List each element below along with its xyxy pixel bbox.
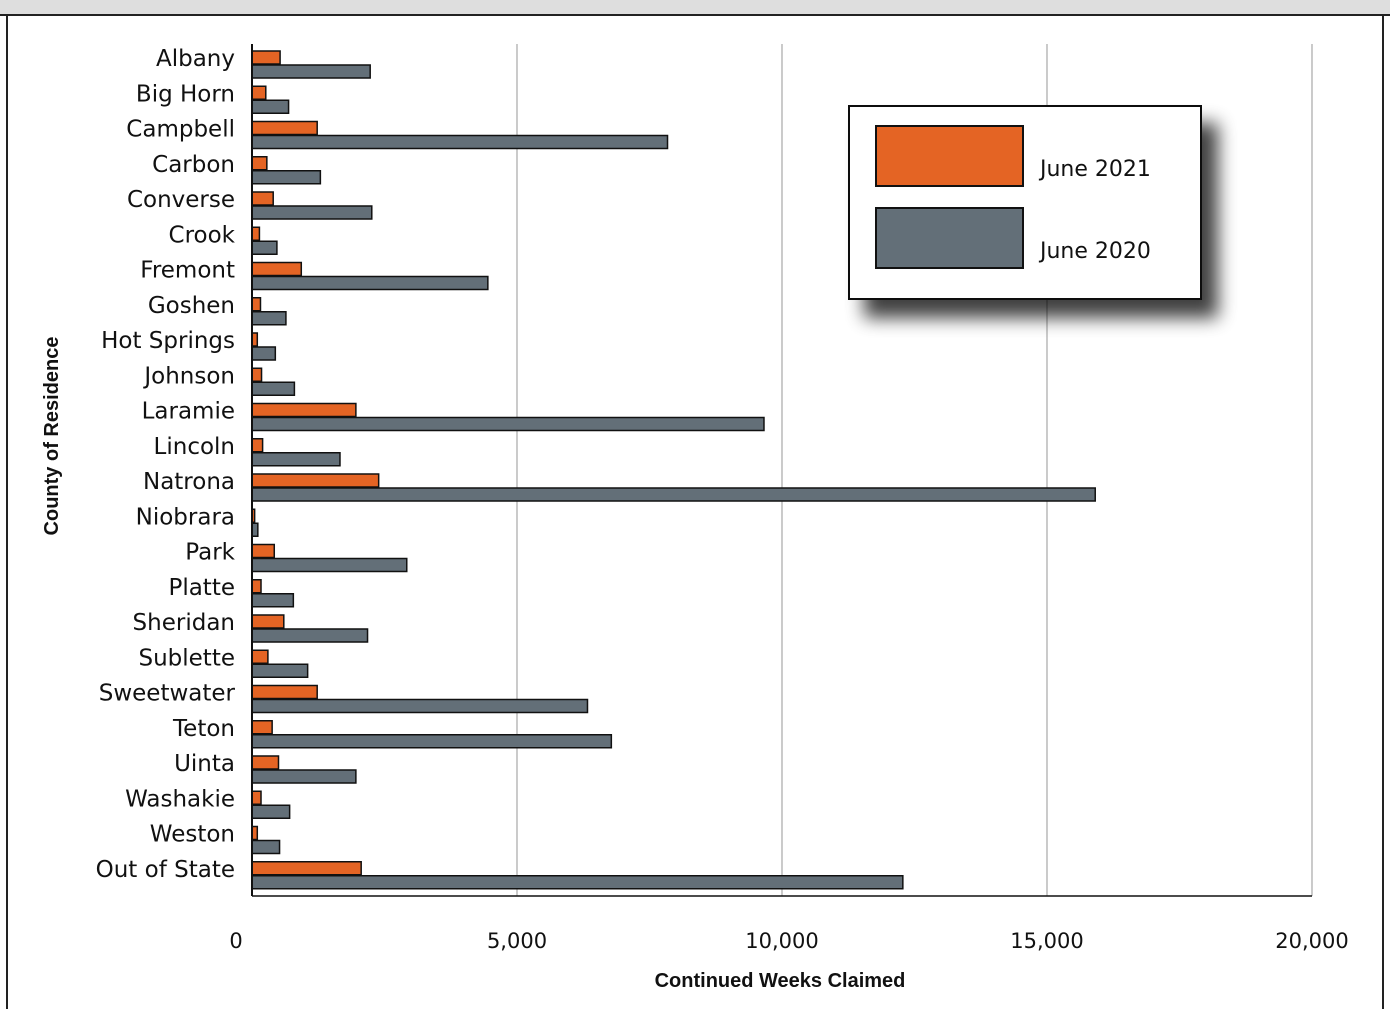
category-label-lincoln: Lincoln (154, 434, 235, 460)
bar-june-2020-hot-springs (251, 346, 277, 361)
bar-june-2020-big-horn (251, 99, 290, 114)
legend-swatch-june-2020 (875, 207, 1024, 269)
bar-june-2020-carbon (251, 170, 322, 185)
bar-june-2020-washakie (251, 804, 291, 819)
category-label-big-horn: Big Horn (136, 81, 235, 107)
category-label-converse: Converse (127, 187, 235, 213)
x-tick-label-3: 15,000 (1010, 929, 1083, 953)
category-label-johnson: Johnson (142, 363, 235, 389)
bar-june-2020-goshen (251, 311, 287, 326)
bar-june-2020-weston (251, 839, 281, 855)
bar-june-2021-converse (251, 191, 274, 206)
bars (251, 50, 1096, 890)
bar-june-2021-natrona (251, 473, 380, 488)
category-label-washakie: Washakie (125, 786, 235, 812)
category-label-uinta: Uinta (174, 751, 235, 777)
x-tick-label-0: 0 (229, 929, 242, 953)
bar-june-2020-johnson (251, 381, 296, 396)
x-tick-label-1: 5,000 (487, 929, 547, 953)
category-label-hot-springs: Hot Springs (101, 328, 235, 354)
bar-june-2021-lincoln (251, 438, 264, 453)
bar-june-2021-laramie (251, 402, 357, 418)
category-label-carbon: Carbon (152, 152, 235, 178)
category-labels: Albany Big Horn Campbell Carbon Converse Croo… (96, 46, 236, 883)
legend-swatch-june-2021 (875, 125, 1024, 187)
bar-june-2021-teton (251, 720, 273, 735)
bar-june-2020-converse (251, 205, 373, 220)
x-axis-title: Continued Weeks Claimed (655, 970, 906, 992)
bar-june-2020-campbell (251, 134, 669, 150)
bar-june-2020-out-of-state (251, 875, 904, 890)
category-label-sweetwater: Sweetwater (99, 681, 236, 707)
bar-june-2021-crook (251, 226, 261, 241)
x-tick-labels: 0 5,000 10,000 15,000 20,000 (229, 929, 1348, 953)
bar-june-2021-sheridan (251, 614, 285, 629)
y-axis-title: County of Residence (41, 337, 63, 536)
category-label-weston: Weston (150, 822, 235, 848)
bar-june-2020-albany (251, 64, 371, 79)
bar-june-2020-sheridan (251, 628, 369, 643)
bar-june-2021-platte (251, 579, 262, 594)
x-tick-label-2: 10,000 (745, 929, 818, 953)
bar-june-2021-campbell (251, 120, 318, 136)
bar-june-2020-sublette (251, 663, 309, 678)
bar-june-2021-fremont (251, 261, 303, 277)
bar-june-2021-carbon (251, 156, 268, 171)
x-tick-label-4: 20,000 (1275, 929, 1348, 953)
category-label-sheridan: Sheridan (133, 610, 235, 636)
category-label-park: Park (185, 540, 235, 566)
category-label-niobrara: Niobrara (136, 504, 235, 530)
bar-june-2021-johnson (251, 367, 263, 382)
category-label-fremont: Fremont (140, 258, 235, 284)
legend-label-june-2021: June 2021 (1038, 157, 1151, 182)
category-label-albany: Albany (156, 46, 235, 72)
bar-june-2020-uinta (251, 769, 357, 784)
category-label-goshen: Goshen (148, 293, 235, 319)
legend-label-june-2020: June 2020 (1038, 239, 1151, 264)
bar-june-2021-uinta (251, 755, 280, 770)
bar-june-2020-platte (251, 593, 295, 608)
category-label-natrona: Natrona (143, 469, 235, 495)
category-label-out-of-state: Out of State (96, 857, 235, 883)
bar-june-2020-laramie (251, 416, 765, 432)
bar-june-2021-albany (251, 50, 281, 65)
bar-june-2021-sublette (251, 649, 269, 664)
category-label-crook: Crook (169, 222, 236, 248)
category-label-platte: Platte (168, 575, 235, 601)
category-label-laramie: Laramie (142, 399, 235, 425)
category-label-sublette: Sublette (138, 645, 235, 671)
bar-june-2021-out-of-state (251, 861, 362, 876)
bar-june-2020-sweetwater (251, 698, 589, 714)
frame-left-border (6, 14, 8, 1009)
top-band (0, 0, 1390, 16)
bar-june-2021-goshen (251, 297, 262, 312)
category-label-campbell: Campbell (126, 117, 235, 143)
bar-june-2020-crook (251, 240, 278, 255)
bar-june-2021-washakie (251, 790, 262, 805)
frame-right-border (1382, 14, 1384, 1009)
gridlines (516, 44, 1313, 896)
bar-june-2020-lincoln (251, 452, 341, 467)
bar-june-2020-fremont (251, 275, 489, 291)
bar-june-2021-park (251, 543, 276, 559)
category-label-teton: Teton (172, 716, 235, 742)
bar-june-2020-natrona (251, 487, 1096, 502)
bar-june-2020-park (251, 557, 408, 573)
bar-june-2021-big-horn (251, 85, 267, 100)
legend: June 2021 June 2020 (848, 105, 1202, 300)
bar-june-2020-teton (251, 734, 613, 749)
bar-june-2021-sweetwater (251, 684, 318, 700)
